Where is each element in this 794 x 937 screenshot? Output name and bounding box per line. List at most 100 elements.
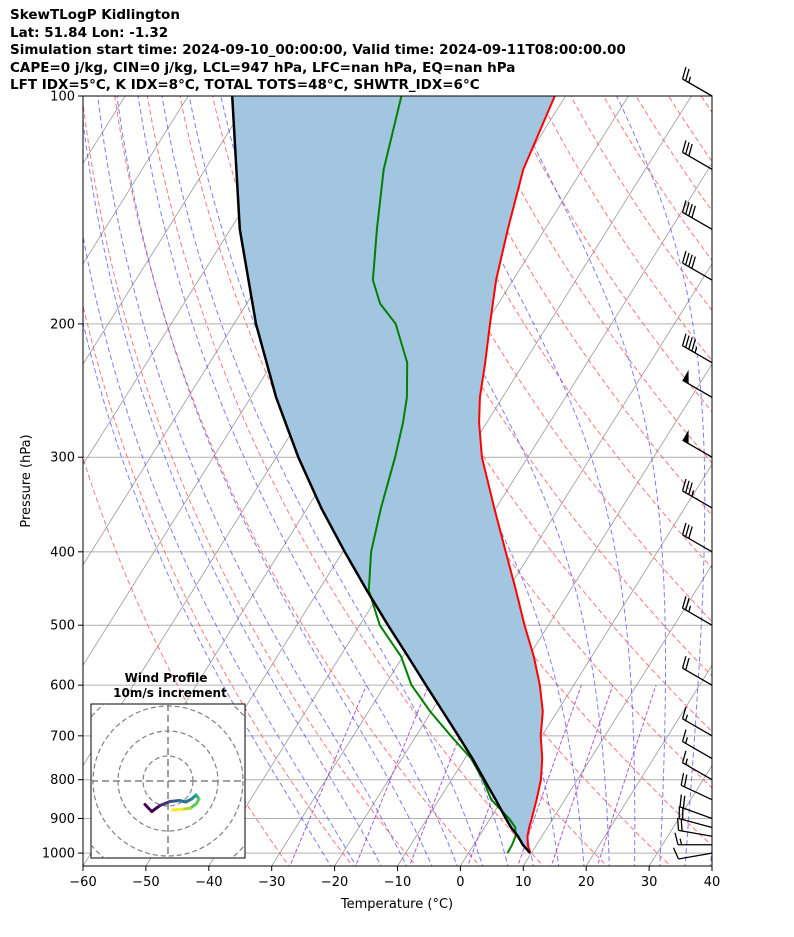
x-tick-label: 40 [704,875,721,890]
isotherm-line [773,79,794,869]
isotherm-line [334,263,712,866]
y-tick-label: 800 [50,773,75,788]
wind-barb [682,429,713,458]
isotherm-line [585,664,712,866]
wind-barb [681,729,713,760]
wind-barb [681,656,713,686]
moist-adiabat [424,96,636,866]
x-tick-label: 0 [456,875,464,890]
wind-barb [681,140,713,170]
dry-adiabat [374,96,712,623]
x-tick-label: −60 [69,875,96,890]
x-tick-label: −40 [195,875,222,890]
dry-adiabat [602,96,712,262]
temperature-line [478,96,556,854]
dry-adiabat [723,80,794,869]
chart-title: SkewTLogP Kidlington [10,7,180,23]
mixing-ratio-line [409,684,481,866]
wind-barb [672,847,713,860]
y-tick-label: 200 [50,317,75,332]
wind-barb [681,522,713,553]
time-line: Simulation start time: 2024-09-10_00:00:… [10,42,626,59]
grid-layer [0,79,794,869]
wind-barb [681,478,713,509]
dewpoint-line [367,96,517,854]
x-axis-label: Temperature (°C) [340,897,453,912]
indices-line-1: CAPE=0 j/kg, CIN=0 j/kg, LCL=947 hPa, LF… [10,59,516,76]
y-tick-label: 700 [50,729,75,744]
wind-barb [679,794,713,820]
isotherm-line [711,865,712,866]
dry-adiabat [114,96,481,866]
mixing-ratio-line [355,684,430,866]
wind-barb [681,333,713,364]
isotherm-line [522,564,712,866]
x-tick-label: 30 [641,875,658,890]
location-line: Lat: 51.84 Lon: -1.32 [10,24,169,41]
y-tick-label: 100 [50,90,75,105]
dry-adiabat [668,96,712,163]
data-layer [230,96,556,854]
moist-adiabat [116,96,433,866]
parcel-path [230,96,532,854]
wind-barb [681,706,713,737]
hodograph-segment [168,799,181,803]
y-tick-label: 1000 [42,847,75,862]
x-tick-label: −30 [258,875,285,890]
hodograph-segment [158,800,172,807]
wind-barb [681,66,713,97]
wind-barb [678,806,713,829]
isotherm-line [271,162,712,866]
mixing-ratio-line [517,684,582,866]
wind-barb [681,200,713,230]
moist-adiabat [137,96,458,866]
wind-barb [681,250,713,281]
axes: −60 −50 −40 −30 −20 −10 0 10 20 30 40 100 200 300 400 5… [42,90,720,891]
wind-barb [676,817,713,837]
x-tick-label: −10 [384,875,411,890]
wind-barb [680,773,713,801]
hodograph-title: Wind Profile [125,671,208,685]
isotherm-line [0,79,10,869]
dry-adiabat [83,98,417,866]
hodograph-segment [171,807,184,812]
y-axis-label: Pressure (hPa) [19,434,34,527]
wind-barbs [672,66,713,860]
moist-adiabat [161,96,484,866]
dry-adiabat [635,96,712,212]
hodograph-inset: Wind Profile 10m/s increment [90,671,246,859]
x-tick-label: 10 [515,875,532,890]
x-tick-label: −50 [132,875,159,890]
moist-adiabat [709,844,712,866]
isotherm-line [83,96,252,365]
moist-adiabat [83,320,332,866]
mixing-ratio-line [550,684,614,866]
y-tick-label: 600 [50,679,75,694]
wind-barb [682,369,713,398]
dry-adiabat [755,80,794,869]
wind-barb [681,596,713,626]
dry-adiabat [537,96,712,362]
dry-adiabat [505,96,712,413]
mixing-ratio-line [596,684,657,866]
isotherm-line [0,79,73,869]
isotherm-line [648,764,712,866]
dry-adiabat [570,96,712,312]
dry-adiabat [700,96,712,114]
y-tick-label: 300 [50,451,75,466]
chart-header: SkewTLogP Kidlington Lat: 51.84 Lon: -1.… [10,7,626,95]
hodograph-subtitle: 10m/s increment [113,686,227,700]
wind-barb [681,750,713,781]
dry-adiabat [83,303,354,866]
moist-adiabat [97,96,408,866]
y-tick-label: 900 [50,812,75,827]
x-tick-label: −20 [321,875,348,890]
wind-barb [674,832,712,846]
x-tick-label: 20 [578,875,595,890]
y-tick-label: 500 [50,619,75,634]
hodograph-segment [143,803,154,813]
y-tick-label: 400 [50,545,75,560]
dry-adiabat [146,96,545,866]
cin-shading [232,96,555,854]
